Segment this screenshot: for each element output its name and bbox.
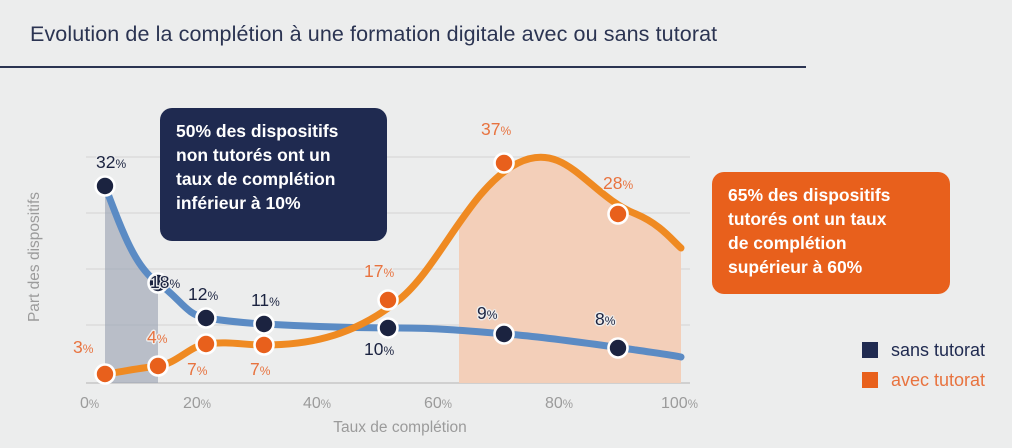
markers-sans-tutorat (94, 175, 629, 359)
callout-line: 50% des dispositifs (176, 121, 339, 141)
legend-label-sans-tutorat: sans tutorat (891, 339, 986, 360)
data-label-avec-4: 17% (364, 261, 395, 281)
x-tick-80: 80% (545, 395, 574, 412)
data-label-avec-0: 3% (73, 337, 94, 357)
x-tick-100: 100% (661, 395, 698, 412)
callout-sans-tutorat: 50% des dispositifs non tutorés ont un t… (160, 108, 387, 241)
x-axis-title: Taux de complétion (333, 419, 467, 436)
markers-avec-tutorat (94, 152, 629, 385)
legend-swatch-navy (862, 342, 878, 358)
x-tick-60: 60% (424, 395, 453, 412)
callout-line: 65% des dispositifs (728, 185, 891, 205)
legend-item-sans-tutorat[interactable]: sans tutorat (862, 335, 985, 365)
data-label-sans-2: 12% (188, 284, 219, 304)
callout-line: taux de complétion (176, 169, 336, 190)
callout-avec-tutorat: 65% des dispositifs tutorés ont un taux … (712, 172, 950, 294)
y-axis-title: Part des dispositifs (26, 191, 43, 323)
data-label-avec-2: 7% (187, 359, 208, 379)
legend-swatch-orange (862, 372, 878, 388)
callout-line: supérieur à 60% (728, 257, 863, 278)
legend-label-avec-tutorat: avec tutorat (891, 369, 986, 390)
callout-line: non tutorés ont un (176, 145, 331, 166)
data-label-sans-5: 9% (477, 303, 498, 323)
data-label-avec-1: 4% (147, 327, 168, 347)
data-label-sans-6: 8% (595, 309, 616, 329)
shaded-region-sans-tutorat (105, 186, 158, 383)
data-label-sans-1: 18% (150, 272, 181, 292)
data-label-sans-4: 10% (364, 339, 395, 359)
x-tick-20: 20% (183, 395, 212, 412)
x-tick-40: 40% (303, 395, 332, 412)
title-underline (0, 66, 806, 68)
callout-line: tutorés ont un taux (728, 209, 887, 230)
data-label-sans-0: 32% (96, 152, 127, 172)
callout-line: de complétion (728, 233, 847, 254)
x-tick-0: 0% (80, 395, 100, 412)
legend-item-avec-tutorat[interactable]: avec tutorat (862, 365, 985, 395)
page-title: Evolution de la complétion à une formati… (30, 22, 718, 46)
title-bar: Evolution de la complétion à une formati… (0, 22, 1012, 70)
data-label-sans-3: 11% (251, 290, 280, 310)
data-label-avec-3: 7% (250, 359, 271, 379)
callout-line: inférieur à 10% (176, 193, 301, 214)
data-label-avec-5: 37% (481, 119, 512, 139)
data-label-avec-6: 28% (603, 173, 634, 193)
chart-legend: sans tutorat avec tutorat (862, 335, 985, 395)
